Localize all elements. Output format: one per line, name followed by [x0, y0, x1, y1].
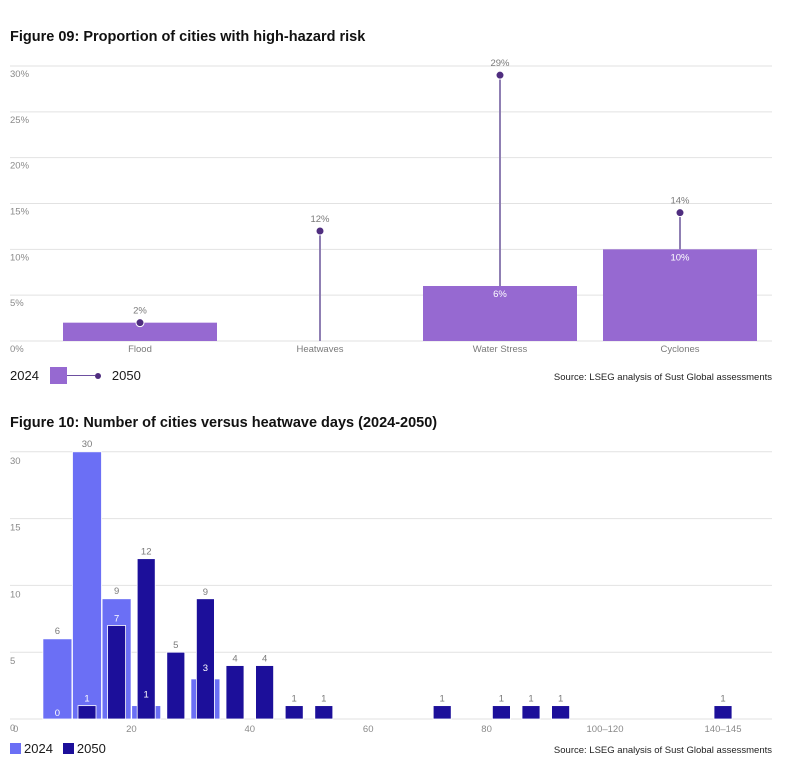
x-tick-label: 0	[13, 724, 18, 735]
legend-2050-label: 2050	[111, 368, 141, 383]
y-tick-label: 5	[10, 656, 15, 667]
data-label-2050: 4	[232, 654, 237, 665]
bar-2050	[77, 705, 97, 720]
bar-2050	[255, 665, 275, 720]
x-tick-label: 140–145	[705, 724, 742, 735]
data-label-2050: 12	[141, 547, 152, 558]
data-label-2024: 6	[55, 626, 60, 637]
category-label: Heatwaves	[297, 344, 344, 355]
x-tick-label: 80	[481, 724, 492, 735]
y-tick-label: 15%	[10, 207, 30, 218]
data-label-2050: 1	[558, 694, 563, 705]
y-tick-label: 10	[10, 589, 21, 600]
data-label-2024: 1	[144, 690, 149, 701]
legend-2024-label: 2024	[10, 368, 39, 383]
category-label: Flood	[128, 344, 152, 355]
data-label-2024: 6%	[493, 289, 507, 300]
data-label-2050: 2%	[133, 306, 147, 317]
legend-2050-line	[66, 374, 95, 377]
data-label-2024: 30	[82, 439, 93, 450]
lollipop-dot-2050	[315, 226, 325, 236]
bar-2024-water-stress	[423, 286, 577, 341]
figure-10-title: Figure 10: Number of cities versus heatw…	[10, 415, 438, 431]
y-tick-label: 15	[10, 523, 21, 534]
bar-2050	[491, 705, 511, 720]
bar-2050	[166, 651, 186, 720]
bar-2050	[713, 705, 733, 720]
data-label-2024: 9	[114, 586, 119, 597]
y-tick-label: 20%	[10, 161, 30, 172]
bar-2024	[42, 638, 73, 720]
figure-09-title: Figure 09: Proportion of cities with hig…	[10, 29, 366, 45]
bar-2050	[284, 705, 304, 720]
bar-2050	[195, 598, 215, 720]
bar-2050	[432, 705, 452, 720]
data-label-2050: 1	[720, 694, 725, 705]
data-label-2050: 1	[84, 694, 89, 705]
y-tick-label: 0%	[10, 344, 24, 355]
figure-10-source: Source: LSEG analysis of Sust Global ass…	[553, 745, 772, 756]
bar-2024	[72, 451, 102, 720]
y-tick-label: 25%	[10, 115, 30, 126]
legend-2050-dot	[94, 372, 101, 379]
data-label-2024: 10%	[670, 252, 690, 263]
data-label-2050: 1	[528, 694, 533, 705]
category-label: Cyclones	[660, 344, 699, 355]
bar-2050	[225, 665, 245, 720]
category-label: Water Stress	[473, 344, 528, 355]
data-label-2050: 1	[292, 694, 297, 705]
bar-2050	[551, 705, 570, 720]
legend-2024-swatch	[49, 367, 67, 384]
data-label-2050: 1	[440, 694, 445, 705]
bar-2050	[314, 705, 334, 720]
figure-09-legend: 2024 2050	[10, 367, 141, 384]
data-label-2050: 5	[173, 640, 178, 651]
x-tick-label: 20	[126, 724, 137, 735]
legend-2024-swatch	[10, 743, 21, 754]
data-label-2050: 4	[262, 654, 267, 665]
bar-2050	[521, 705, 541, 720]
data-label-2050: 1	[321, 694, 326, 705]
lollipop-dot-2050	[495, 70, 505, 80]
data-label-2024: 3	[203, 663, 208, 674]
y-tick-label: 10%	[10, 252, 30, 263]
legend-2024-label: 2024	[24, 741, 53, 756]
x-tick-label: 100–120	[587, 724, 624, 735]
data-label-2050: 29%	[490, 58, 510, 69]
figure-10-legend: 2024 2050	[10, 741, 106, 756]
lollipop-dot-2050	[135, 318, 145, 328]
x-tick-label: 40	[245, 724, 256, 735]
figure-09-chart: 0% 5% 10% 15% 20% 25% 30% 2% Flood 12% Heatwaves 29…	[10, 58, 772, 355]
data-label-2050: 12%	[310, 214, 330, 225]
x-tick-label: 60	[363, 724, 374, 735]
y-tick-label: 5%	[10, 298, 24, 309]
bar-2024-flood	[63, 322, 217, 341]
bar-2024-cyclones	[603, 249, 757, 341]
figure-09-source: Source: LSEG analysis of Sust Global ass…	[553, 372, 772, 383]
data-label-2050: 1	[499, 694, 504, 705]
y-tick-label: 30	[10, 456, 21, 467]
legend-2050-swatch	[62, 743, 74, 754]
y-tick-label: 30%	[10, 69, 30, 80]
data-label-2050: 9	[203, 587, 208, 598]
data-label-2050: 7	[114, 613, 119, 624]
data-label-2050: 14%	[670, 196, 690, 207]
y-tick-label: 0	[10, 723, 15, 734]
data-label-2050: 0	[55, 708, 60, 719]
bar-2050	[107, 625, 126, 720]
bar-2050	[136, 558, 156, 720]
legend-2050-label: 2050	[76, 741, 106, 756]
lollipop-dot-2050	[675, 208, 685, 218]
